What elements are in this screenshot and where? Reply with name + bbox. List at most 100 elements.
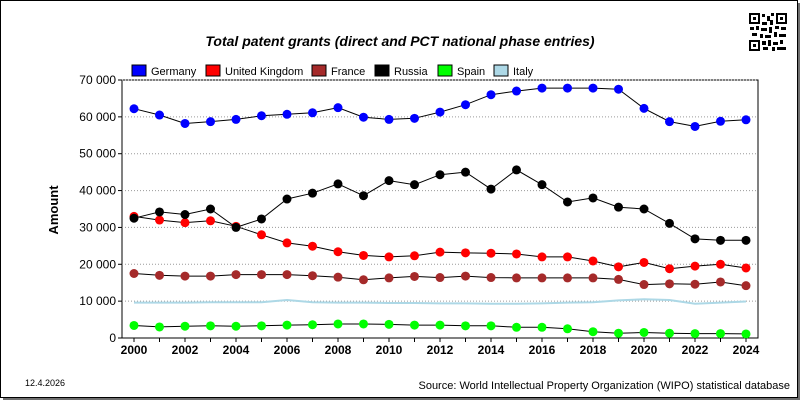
data-point-united-kingdom xyxy=(512,249,521,259)
data-point-spain xyxy=(155,322,164,332)
legend-swatch-united-kingdom xyxy=(205,64,221,77)
data-point-russia xyxy=(563,197,572,207)
data-point-germany xyxy=(486,90,496,100)
x-tick-label: 2016 xyxy=(529,343,556,357)
data-point-germany xyxy=(384,114,394,124)
data-point-spain xyxy=(257,321,266,331)
data-point-united-kingdom xyxy=(308,241,317,251)
data-point-germany xyxy=(333,103,343,113)
y-tick-label: 40 000 xyxy=(79,184,116,198)
data-point-france xyxy=(690,279,700,289)
data-point-spain xyxy=(690,329,700,339)
data-point-russia xyxy=(512,165,521,175)
data-point-russia xyxy=(741,235,751,245)
data-point-united-kingdom xyxy=(486,248,496,258)
data-point-germany xyxy=(512,86,521,96)
plot-area xyxy=(121,79,759,339)
data-point-germany xyxy=(257,111,266,121)
data-point-russia xyxy=(639,204,649,214)
x-tick-label: 2022 xyxy=(682,343,709,357)
data-point-germany xyxy=(410,113,419,123)
data-point-spain xyxy=(665,328,674,338)
data-point-russia xyxy=(308,188,317,198)
data-point-united-kingdom xyxy=(716,259,725,269)
x-tick-label: 2006 xyxy=(274,343,301,357)
legend-label-france: France xyxy=(331,66,365,78)
legend-swatch-germany xyxy=(131,64,147,77)
data-point-russia xyxy=(333,179,343,189)
data-point-russia xyxy=(155,207,164,217)
data-point-germany xyxy=(639,103,649,113)
data-point-france xyxy=(614,274,623,284)
data-point-france xyxy=(308,271,317,281)
data-point-germany xyxy=(308,108,317,118)
y-tick-label: 0 xyxy=(109,331,116,345)
data-point-france xyxy=(716,277,725,287)
data-point-germany xyxy=(690,121,700,131)
data-point-spain xyxy=(410,320,419,330)
data-point-france xyxy=(665,279,674,289)
y-tick-label: 20 000 xyxy=(79,257,116,271)
data-point-france xyxy=(410,271,419,281)
x-tick-label: 2010 xyxy=(376,343,403,357)
data-point-russia xyxy=(537,180,547,190)
data-point-united-kingdom xyxy=(206,216,215,226)
data-point-russia xyxy=(384,176,394,186)
data-point-spain xyxy=(639,327,649,337)
data-point-spain xyxy=(537,322,547,332)
legend-swatch-spain xyxy=(437,64,453,77)
data-point-united-kingdom xyxy=(384,252,394,262)
x-tick-label: 2008 xyxy=(325,343,352,357)
x-tick-label: 2000 xyxy=(121,343,148,357)
data-point-germany xyxy=(614,84,623,94)
data-point-united-kingdom xyxy=(588,256,598,266)
data-point-france xyxy=(486,273,496,283)
data-point-united-kingdom xyxy=(461,248,470,258)
y-tick-label: 10 000 xyxy=(79,294,116,308)
data-point-united-kingdom xyxy=(257,230,266,240)
data-point-france xyxy=(563,273,572,283)
data-point-russia xyxy=(180,210,190,220)
y-tick-label: 30 000 xyxy=(79,220,116,234)
data-point-united-kingdom xyxy=(690,261,700,271)
data-point-france xyxy=(359,275,368,285)
data-point-germany xyxy=(461,100,470,110)
data-point-united-kingdom xyxy=(741,263,751,273)
data-point-russia xyxy=(614,202,623,212)
y-tick-label: 70 000 xyxy=(79,73,116,87)
data-point-spain xyxy=(435,320,445,330)
legend-label-russia: Russia xyxy=(394,66,429,78)
data-point-france xyxy=(588,273,598,283)
data-point-spain xyxy=(282,320,292,330)
data-point-france xyxy=(537,273,547,283)
data-point-spain xyxy=(716,329,725,339)
data-point-united-kingdom xyxy=(665,264,674,274)
data-point-russia xyxy=(461,167,470,177)
data-point-germany xyxy=(537,83,547,93)
x-tick-label: 2014 xyxy=(478,343,505,357)
x-tick-label: 2002 xyxy=(172,343,199,357)
data-point-france xyxy=(206,271,215,281)
legend-label-united-kingdom: United Kingdom xyxy=(225,66,303,78)
data-point-spain xyxy=(180,321,190,331)
legend-label-spain: Spain xyxy=(457,66,485,78)
data-point-united-kingdom xyxy=(359,250,368,260)
chart-title: Total patent grants (direct and PCT nati… xyxy=(205,33,595,49)
data-point-spain xyxy=(384,319,394,329)
data-point-germany xyxy=(588,83,598,93)
data-point-spain xyxy=(461,321,470,331)
x-tick-label: 2012 xyxy=(427,343,454,357)
legend-swatch-russia xyxy=(374,64,390,77)
data-point-germany xyxy=(180,118,190,128)
data-point-germany xyxy=(155,110,164,120)
data-point-germany xyxy=(665,117,674,127)
legend-swatch-france xyxy=(311,64,327,77)
data-point-spain xyxy=(486,321,496,331)
data-point-united-kingdom xyxy=(563,252,572,262)
data-point-spain xyxy=(333,319,343,329)
data-point-russia xyxy=(231,222,241,232)
data-point-france xyxy=(282,270,292,280)
data-point-united-kingdom xyxy=(282,238,292,248)
data-point-united-kingdom xyxy=(410,251,419,261)
data-point-france xyxy=(231,270,241,280)
